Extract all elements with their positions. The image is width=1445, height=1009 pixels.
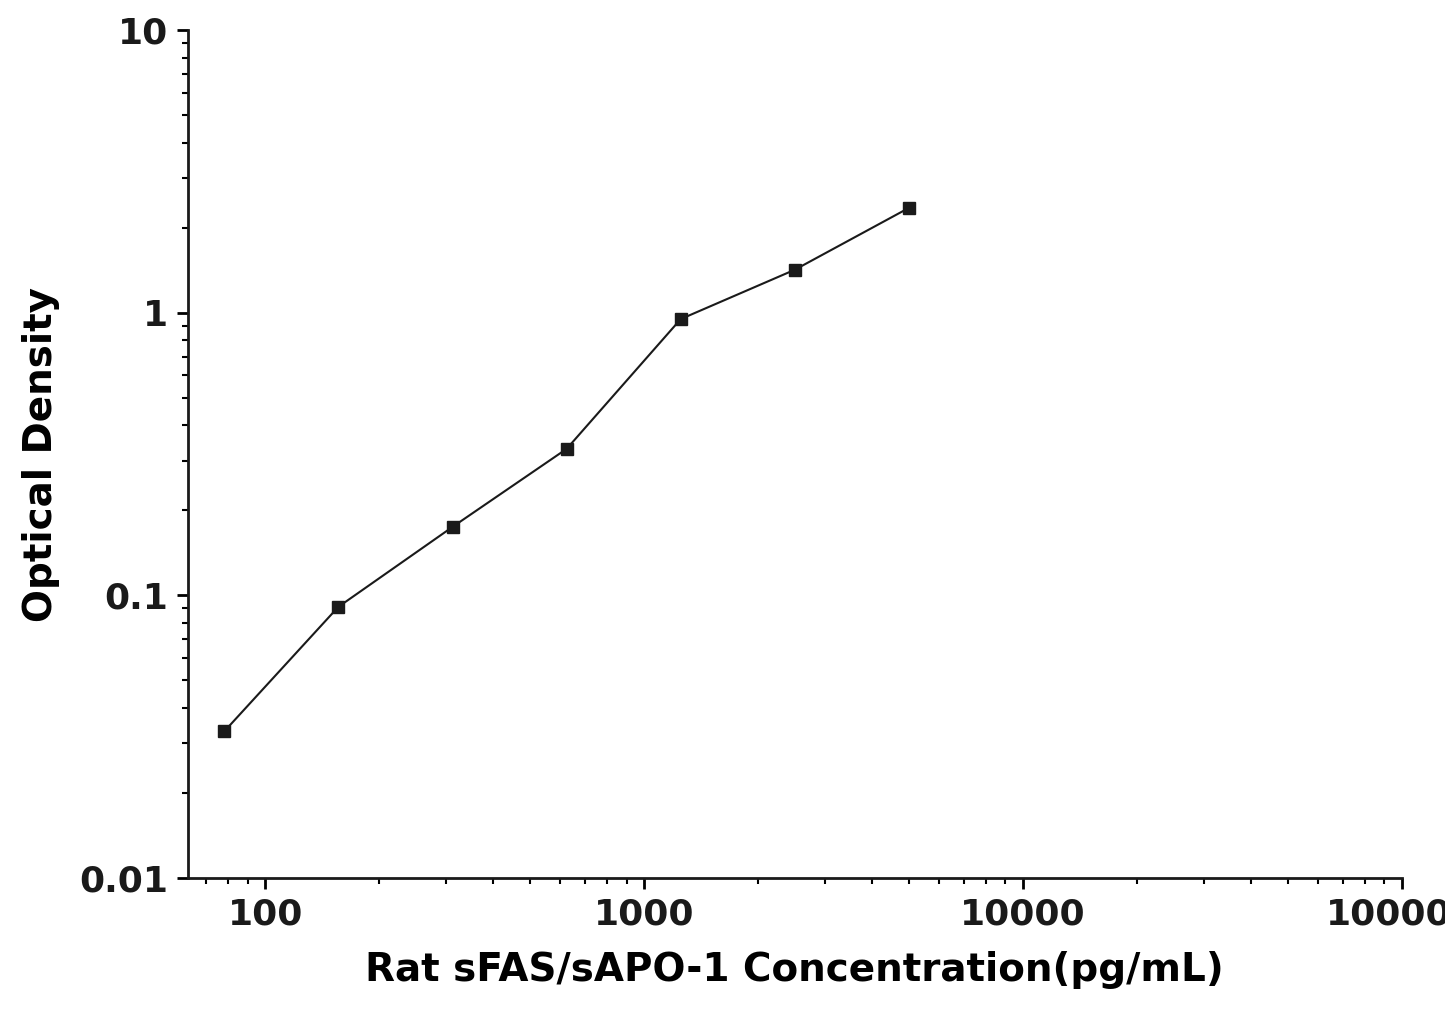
X-axis label: Rat sFAS/sAPO-1 Concentration(pg/mL): Rat sFAS/sAPO-1 Concentration(pg/mL) bbox=[366, 950, 1224, 989]
Y-axis label: Optical Density: Optical Density bbox=[22, 287, 59, 622]
